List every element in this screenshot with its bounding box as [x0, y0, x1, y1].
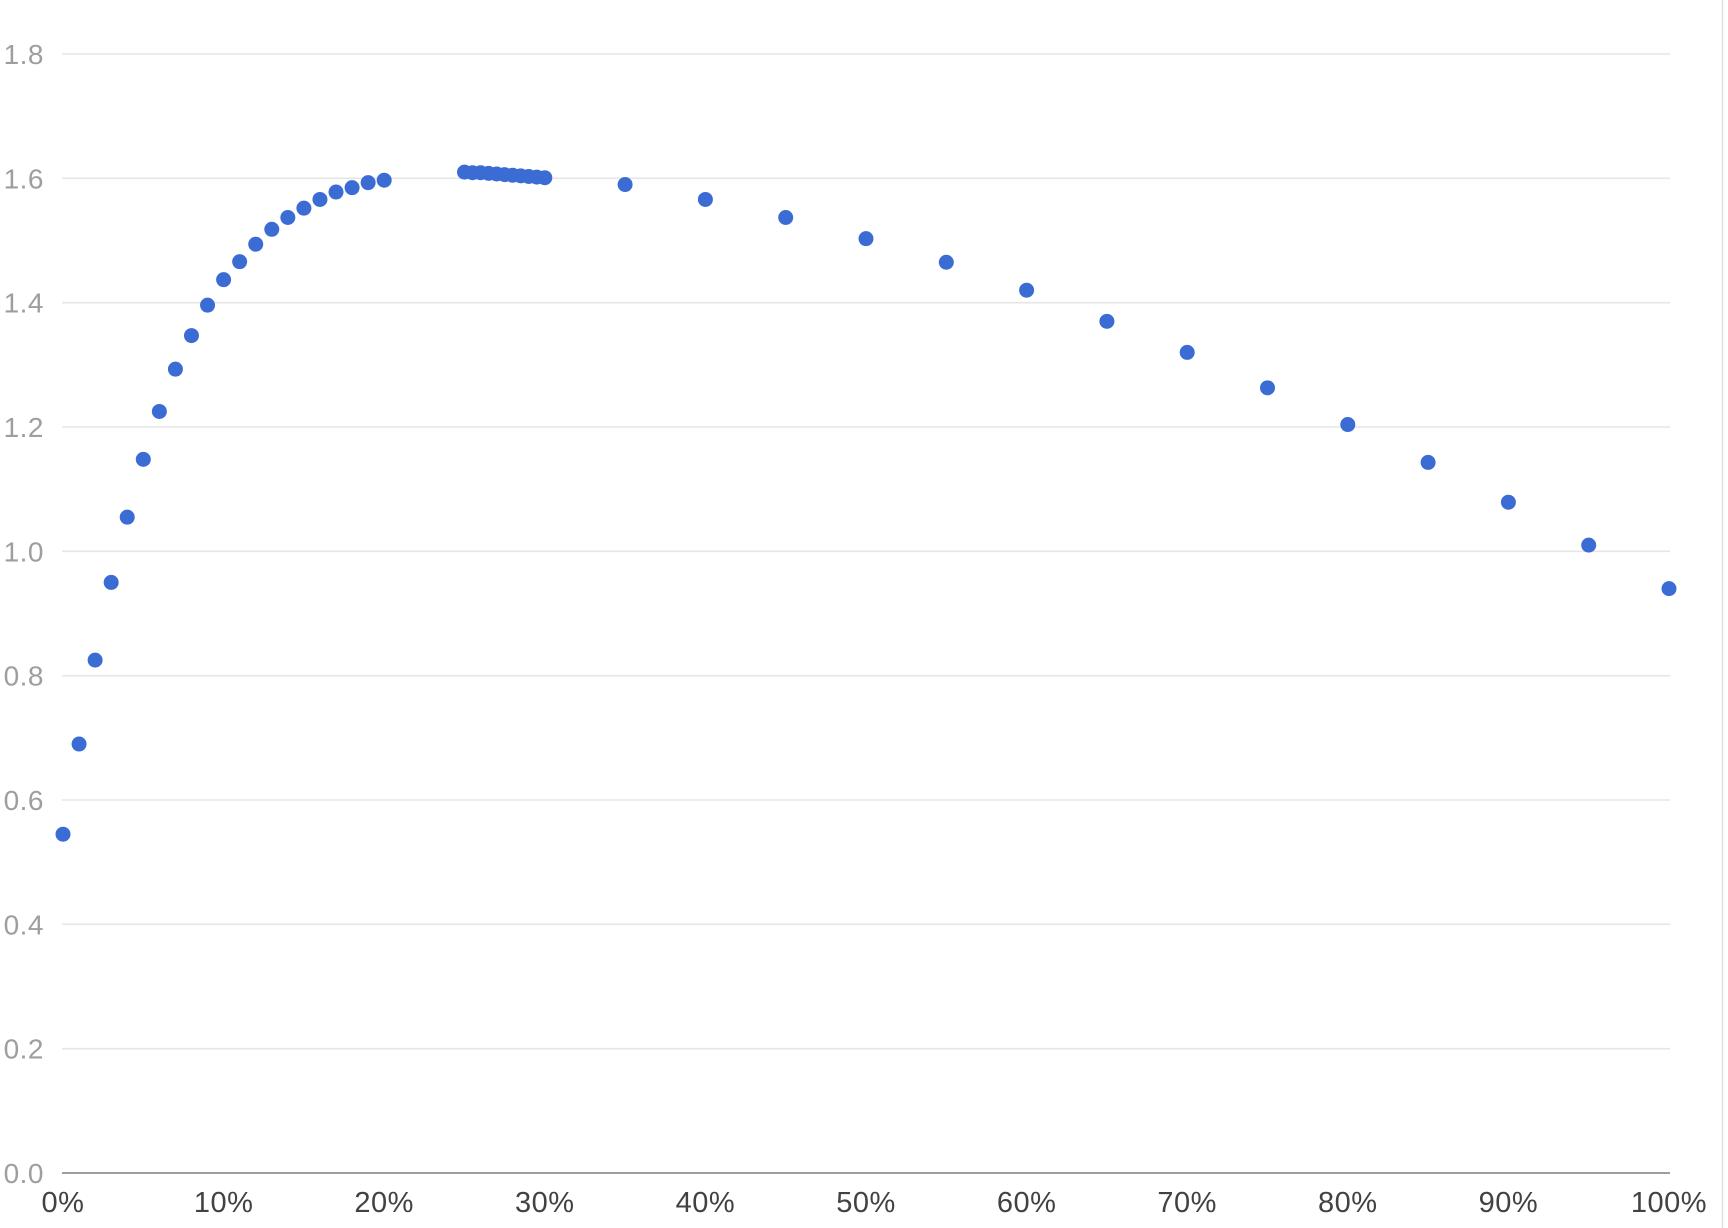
x-axis-tick-label: 0%	[42, 1187, 85, 1219]
y-axis-tick-label: 0.0	[4, 1158, 44, 1189]
data-point[interactable]	[296, 200, 312, 216]
data-point[interactable]	[360, 175, 376, 191]
data-point[interactable]	[1661, 581, 1677, 597]
data-point[interactable]	[1179, 344, 1195, 360]
data-point[interactable]	[119, 509, 135, 525]
data-point[interactable]	[312, 191, 328, 207]
y-axis-tick-label: 0.4	[4, 909, 44, 940]
data-point[interactable]	[1420, 454, 1436, 470]
x-axis-tick-label: 100%	[1631, 1187, 1707, 1219]
data-point[interactable]	[344, 180, 360, 196]
data-point[interactable]	[167, 361, 183, 377]
x-axis-tick-label: 60%	[997, 1187, 1057, 1219]
data-point[interactable]	[232, 254, 248, 270]
data-point[interactable]	[248, 236, 264, 252]
data-point[interactable]	[151, 403, 167, 419]
data-point[interactable]	[328, 184, 344, 200]
data-point[interactable]	[617, 177, 633, 193]
data-point[interactable]	[1340, 417, 1356, 433]
data-point[interactable]	[183, 328, 199, 344]
data-point[interactable]	[216, 272, 232, 288]
data-point[interactable]	[1019, 282, 1035, 298]
data-point[interactable]	[858, 231, 874, 247]
x-axis-tick-label: 70%	[1157, 1187, 1217, 1219]
x-axis-tick-label: 50%	[836, 1187, 896, 1219]
y-axis-tick-label: 1.4	[4, 288, 44, 319]
data-point[interactable]	[938, 254, 954, 270]
data-point[interactable]	[537, 170, 553, 186]
y-axis-tick-label: 0.2	[4, 1034, 44, 1065]
y-axis-tick-label: 1.2	[4, 412, 44, 443]
data-point[interactable]	[280, 209, 296, 225]
y-axis-tick-label: 0.6	[4, 785, 44, 816]
y-axis-tick-label: 1.8	[4, 39, 44, 70]
data-point[interactable]	[1581, 537, 1597, 553]
x-axis-tick-label: 90%	[1479, 1187, 1539, 1219]
data-point[interactable]	[103, 574, 119, 590]
data-point[interactable]	[1099, 313, 1115, 329]
data-point[interactable]	[376, 172, 392, 188]
x-axis-tick-label: 20%	[354, 1187, 414, 1219]
data-point[interactable]	[697, 191, 713, 207]
y-axis-tick-label: 0.8	[4, 661, 44, 692]
data-point[interactable]	[200, 297, 216, 313]
data-point[interactable]	[264, 221, 280, 237]
data-point[interactable]	[1260, 380, 1275, 396]
data-point[interactable]	[55, 826, 71, 842]
y-axis-tick-label: 1.6	[4, 163, 44, 194]
data-point[interactable]	[778, 209, 794, 225]
data-point[interactable]	[87, 652, 103, 668]
data-point[interactable]	[1500, 494, 1516, 510]
x-axis-tick-label: 30%	[515, 1187, 575, 1219]
y-axis-tick-label: 1.0	[4, 536, 44, 567]
data-point[interactable]	[135, 451, 151, 467]
x-axis-tick-label: 10%	[194, 1187, 254, 1219]
x-axis-tick-label: 80%	[1318, 1187, 1378, 1219]
data-point[interactable]	[71, 736, 87, 752]
x-axis-tick-label: 40%	[676, 1187, 736, 1219]
